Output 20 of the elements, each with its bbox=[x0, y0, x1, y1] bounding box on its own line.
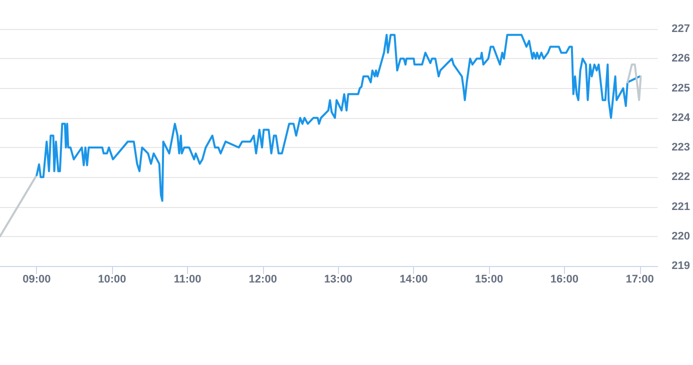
y-tick-label: 226 bbox=[672, 52, 690, 65]
y-tick-label: 223 bbox=[672, 142, 690, 154]
x-tick-label: 10:00 bbox=[98, 274, 126, 286]
y-tick-label: 219 bbox=[672, 260, 690, 272]
line-series bbox=[626, 64, 642, 102]
x-tick-label: 14:00 bbox=[400, 274, 428, 286]
y-tick-label: 221 bbox=[672, 200, 690, 213]
x-tick-label: 13:00 bbox=[324, 274, 352, 286]
x-tick-label: 09:00 bbox=[22, 274, 51, 286]
y-tick-label: 225 bbox=[672, 82, 690, 94]
y-tick-label: 222 bbox=[672, 171, 690, 184]
x-tick-label: 15:00 bbox=[474, 274, 504, 286]
x-tick-label: 12:00 bbox=[248, 274, 277, 286]
y-tick-label: 220 bbox=[672, 230, 690, 242]
line-series bbox=[36, 34, 641, 202]
x-tick-label: 11:00 bbox=[174, 274, 202, 286]
y-tick-label: 227 bbox=[672, 23, 690, 35]
x-tick-label: 16:00 bbox=[550, 274, 578, 286]
y-tick-label: 224 bbox=[672, 112, 691, 124]
x-tick-label: 17:00 bbox=[626, 274, 654, 286]
